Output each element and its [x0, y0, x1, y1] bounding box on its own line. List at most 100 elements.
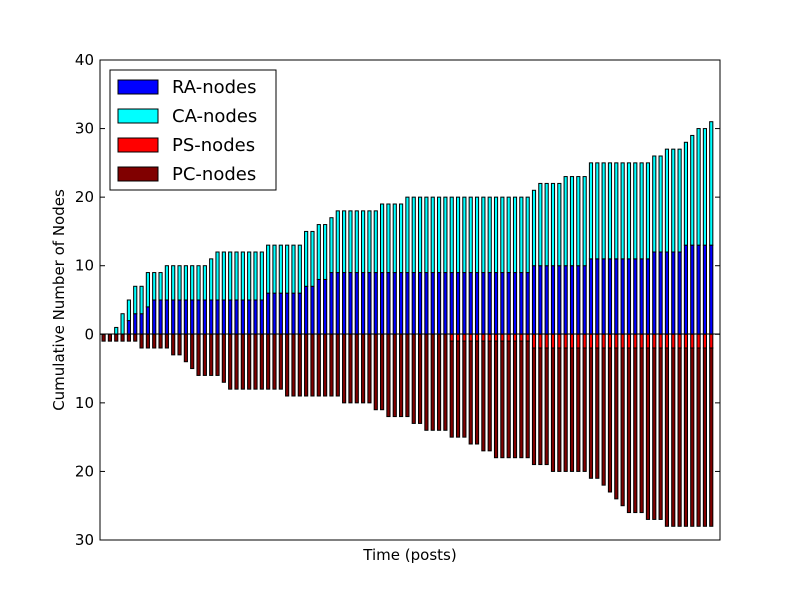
bar-pc [626, 347, 632, 514]
bar-ca [126, 299, 131, 322]
bar-ca [253, 251, 258, 301]
bar-ca [538, 182, 543, 267]
bar-pc [114, 333, 119, 342]
bar-ca [361, 210, 366, 274]
bar-ra [190, 299, 195, 335]
bar-pc [120, 333, 125, 342]
bar-ca [474, 196, 480, 274]
bar-ca [709, 121, 714, 246]
bar-ra [639, 258, 644, 335]
bar-ca [639, 162, 644, 260]
bar-ca [569, 176, 575, 267]
bar-ra [342, 272, 347, 335]
bar-ra [380, 272, 385, 335]
bar-ca [411, 196, 416, 274]
bar-ra [329, 272, 334, 335]
bar-ca [544, 182, 549, 267]
bar-ra [278, 292, 283, 335]
bar-pc [531, 347, 537, 466]
bar-ca [493, 196, 499, 274]
bar-pc [310, 333, 315, 397]
legend-swatch-ps [117, 137, 159, 153]
bar-ca [512, 196, 518, 274]
bar-pc [658, 347, 663, 520]
bar-pc [430, 333, 435, 431]
bar-pc [367, 333, 372, 404]
bar-pc [702, 347, 708, 527]
bar-pc [550, 347, 556, 472]
bar-ps [633, 333, 638, 349]
bar-ra [202, 299, 207, 335]
bar-ra [177, 299, 182, 335]
bar-pc [595, 347, 600, 479]
bar-pc [462, 340, 467, 438]
bar-pc [101, 333, 106, 342]
bar-ra [531, 265, 537, 335]
bar-ps [455, 333, 461, 342]
bar-ra [145, 306, 150, 335]
bar-ps [620, 333, 625, 349]
bar-ca [367, 210, 372, 274]
bar-ra [354, 272, 359, 335]
bar-pc [297, 333, 302, 397]
bar-pc [588, 347, 594, 479]
bar-ca [595, 162, 600, 260]
bar-ps [588, 333, 594, 349]
bar-ca [139, 285, 144, 315]
bar-pc [196, 333, 201, 376]
bar-ps [677, 333, 682, 349]
bar-ps [671, 333, 676, 349]
bar-pc [405, 333, 410, 418]
bar-ps [468, 333, 473, 342]
bar-ca [323, 224, 328, 280]
legend: RA-nodes CA-nodes PS-nodes PC-nodes [109, 69, 277, 191]
bar-ra [259, 299, 264, 335]
bar-pc [652, 347, 657, 520]
bar-ca [247, 251, 252, 301]
bar-pc [354, 333, 359, 404]
y-axis-title: Cumulative Number of Nodes [50, 189, 68, 411]
bar-pc [285, 333, 290, 397]
bar-ca [304, 230, 309, 287]
bar-pc [253, 333, 258, 390]
bar-ra [417, 272, 423, 335]
bar-ra [588, 258, 594, 335]
bar-pc [639, 347, 644, 514]
bar-pc [671, 347, 676, 527]
bar-ra [601, 258, 606, 335]
legend-swatch-ra [117, 79, 159, 95]
bar-pc [487, 340, 492, 452]
y-tick-label: 10 [75, 394, 94, 412]
legend-swatch-ca [117, 108, 159, 124]
bar-ca [582, 176, 587, 267]
bar-ra [487, 272, 492, 335]
bar-ca [335, 210, 340, 274]
bar-ra [152, 299, 157, 335]
bars-layer [101, 121, 714, 527]
legend-label-pc: PC-nodes [172, 164, 256, 185]
bar-ps [487, 333, 492, 342]
bar-ca [696, 128, 701, 246]
bar-ca [481, 196, 486, 274]
bar-ps [449, 333, 454, 342]
bar-pc [190, 333, 195, 370]
bar-ra [405, 272, 410, 335]
bar-pc [481, 340, 486, 452]
legend-label-ca: CA-nodes [172, 106, 257, 127]
y-tick-label: 30 [75, 531, 94, 549]
bar-ra [481, 272, 486, 335]
bar-ra [424, 272, 429, 335]
bar-ra [569, 265, 575, 335]
bar-ps [652, 333, 657, 349]
bar-ps [569, 333, 575, 349]
bar-ca [190, 265, 195, 301]
bar-ca [652, 155, 657, 253]
bar-ra [702, 244, 708, 335]
bar-ca [114, 326, 119, 335]
bar-ca [240, 251, 245, 301]
bar-pc [291, 333, 296, 397]
bar-pc [215, 333, 220, 376]
bar-ra [696, 244, 701, 335]
bar-pc [645, 347, 651, 520]
bar-ra [436, 272, 442, 335]
